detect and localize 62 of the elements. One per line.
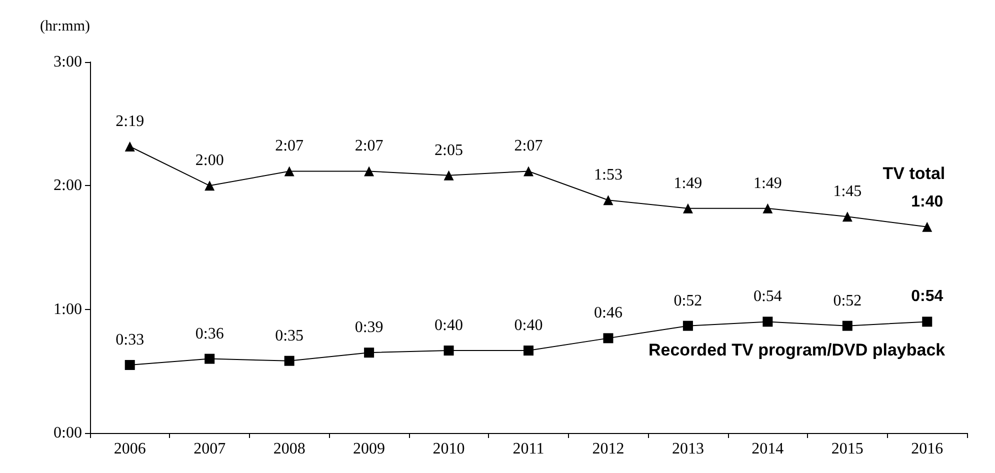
data-label: 0:54 <box>911 288 944 306</box>
x-tick-label: 2010 <box>432 440 465 458</box>
text: TV total <box>882 164 946 183</box>
point <box>444 346 454 356</box>
point <box>444 170 454 180</box>
point <box>762 203 773 214</box>
x-tick-label: 2009 <box>353 440 386 458</box>
point <box>603 333 614 344</box>
x-tick-label: 2007 <box>194 440 226 458</box>
data-label: 0:36 <box>195 325 224 342</box>
data-label: 0:52 <box>833 292 862 310</box>
data-label: 1:53 <box>594 166 622 184</box>
x-tick-label: 2016 <box>911 440 944 458</box>
x-tick-label: 2006 <box>114 440 146 458</box>
point <box>284 356 294 366</box>
point <box>922 316 932 327</box>
point <box>284 166 294 176</box>
data-label: 2:07 <box>354 138 384 155</box>
point <box>524 346 534 356</box>
point <box>603 195 614 206</box>
point <box>524 166 534 176</box>
data-label: 1:40 <box>911 193 944 210</box>
data-label: 0:40 <box>434 317 463 334</box>
y-tick-label: 0:00 <box>54 424 82 442</box>
point <box>364 166 374 176</box>
data-label: 0:46 <box>594 304 622 322</box>
point <box>922 222 932 232</box>
point <box>364 348 374 358</box>
x-tick-label: 2012 <box>592 440 624 458</box>
x-tick-label: 2013 <box>672 440 704 458</box>
y-tick-label: 3:00 <box>54 54 82 70</box>
x-tick-label: 2014 <box>752 440 784 458</box>
data-label: 0:40 <box>514 317 543 334</box>
y-tick-label: 1:00 <box>54 300 82 318</box>
data-label: 1:49 <box>674 174 702 192</box>
series-label: Recorded TV program/DVD playback <box>648 340 946 360</box>
y-tick-label: 2:00 <box>54 177 82 194</box>
data-label: 2:19 <box>116 113 144 130</box>
point <box>124 360 135 370</box>
data-label: 0:54 <box>753 288 782 306</box>
data-label: 0:39 <box>354 319 384 336</box>
point <box>682 203 693 214</box>
data-label: 0:33 <box>116 331 144 348</box>
point <box>762 316 773 327</box>
point <box>204 180 215 191</box>
data-label: 0:35 <box>275 327 304 344</box>
point <box>842 212 852 222</box>
data-label: 2:07 <box>275 138 304 155</box>
data-label: 0:52 <box>674 292 702 310</box>
data-label: 1:49 <box>753 174 782 192</box>
point <box>842 320 852 331</box>
data-label: 2:00 <box>195 152 224 170</box>
point <box>682 320 693 331</box>
data-label: 2:05 <box>434 142 463 159</box>
data-label: 1:45 <box>833 183 862 200</box>
point <box>204 354 215 364</box>
x-tick-label: 2008 <box>273 440 306 458</box>
y-axis-title: (hr:mm) <box>40 18 90 34</box>
point <box>124 142 135 152</box>
x-tick-label: 2015 <box>831 440 864 458</box>
x-tick-label: 2011 <box>512 440 544 458</box>
data-label: 2:07 <box>514 138 543 155</box>
